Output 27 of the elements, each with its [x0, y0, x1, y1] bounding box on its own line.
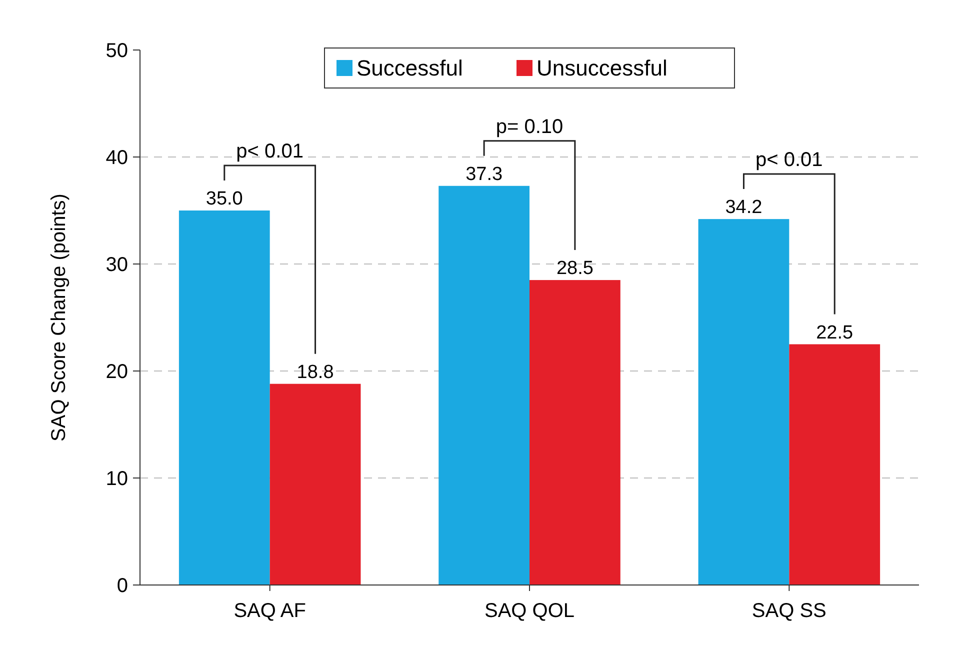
y-tick-label: 50	[106, 40, 128, 62]
data-label: 34.2	[725, 197, 762, 218]
bar	[530, 280, 620, 585]
bar	[698, 219, 790, 585]
annotation: p= 0.10	[496, 116, 564, 138]
data-label: 37.3	[466, 164, 503, 185]
y-tick-label: 20	[106, 361, 128, 383]
bar	[438, 186, 530, 585]
y-tick-label: 40	[106, 147, 128, 169]
bar	[270, 384, 361, 585]
y-tick-label: 10	[106, 468, 128, 490]
data-label: 18.8	[296, 362, 334, 383]
y-axis-title: SAQ Score Change (points)	[48, 194, 70, 442]
x-tick-label: SAQ SS	[752, 600, 826, 622]
y-tick-label: 0	[116, 575, 128, 597]
y-tick-label: 30	[106, 254, 128, 276]
annotation: p< 0.01	[236, 140, 304, 162]
x-tick-label: SAQ QOL	[484, 600, 575, 622]
legend-label: Successful	[356, 56, 463, 81]
bar	[178, 210, 270, 585]
bar	[789, 344, 880, 585]
data-label: 35.0	[206, 188, 243, 210]
legend-label: Unsuccessful	[536, 56, 668, 81]
annotation: p< 0.01	[756, 149, 823, 172]
data-label: 28.5	[556, 258, 594, 280]
data-label: 22.5	[816, 322, 854, 344]
x-tick-label: SAQ AF	[234, 600, 306, 622]
